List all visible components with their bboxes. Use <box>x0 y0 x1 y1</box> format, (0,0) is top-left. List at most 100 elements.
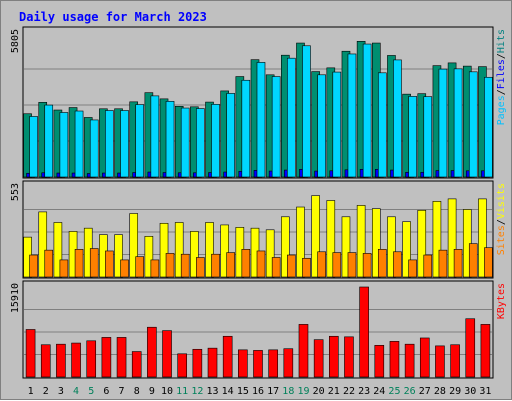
kbytes-panel-kbytes-bar-day-13 <box>207 347 218 378</box>
kbytes-panel-kbytes-bar-day-20 <box>313 339 324 378</box>
hits-panel-pages-bar-day-10 <box>165 101 175 178</box>
visits-panel-sites-bar-day-3 <box>59 259 69 278</box>
hits-panel-pages-bar-day-23 <box>362 43 372 178</box>
visits-panel-sites-bar-day-26 <box>408 259 417 278</box>
legend-entry-sites: Sites <box>496 225 507 255</box>
visits-panel-sites-bar-day-20 <box>317 251 326 278</box>
x-tick-label-day-1: 1 <box>28 386 34 397</box>
hits-panel-pages-bar-day-27 <box>423 96 433 178</box>
kbytes-panel-kbytes-bar-day-16 <box>253 350 263 378</box>
visits-panel-legend: Sites/Visits <box>496 183 507 255</box>
x-tick-label-day-27: 27 <box>419 386 431 397</box>
x-tick-label-day-2: 2 <box>43 386 49 397</box>
visits-panel-sites-bar-day-10 <box>165 253 175 278</box>
x-tick-label-day-21: 21 <box>328 386 340 397</box>
visits-panel-visits-bar-day-25 <box>387 216 396 278</box>
hits-panel-pages-bar-day-12 <box>196 108 205 178</box>
x-tick-label-day-3: 3 <box>58 386 64 397</box>
hits-panel-pages-bar-day-1 <box>29 116 38 178</box>
kbytes-panel-kbytes-bar-day-1 <box>25 329 36 378</box>
legend-separator: / <box>496 89 507 95</box>
x-tick-label-day-24: 24 <box>373 386 385 397</box>
hits-panel-pages-bar-day-29 <box>453 68 463 178</box>
kbytes-panel-kbytes-bar-day-2 <box>40 344 51 378</box>
visits-panel-visits-bar-day-11 <box>174 222 184 278</box>
kbytes-panel-kbytes-bar-day-27 <box>419 337 430 378</box>
visits-panel-visits-bar-day-22 <box>341 216 351 278</box>
x-tick-label-day-30: 30 <box>464 386 476 397</box>
visits-panel-sites-bar-day-12 <box>196 257 205 278</box>
hits-panel-pages-bar-day-5 <box>89 119 99 178</box>
x-tick-label-day-14: 14 <box>222 386 234 397</box>
kbytes-panel-kbytes-bar-day-3 <box>56 343 66 378</box>
visits-panel-sites-bar-day-13 <box>211 253 220 278</box>
hits-panel-max-label: 5805 <box>10 29 21 53</box>
visits-panel-sites-bar-day-14 <box>226 252 235 278</box>
x-tick-label-day-9: 9 <box>149 386 155 397</box>
x-tick-label-day-5: 5 <box>88 386 94 397</box>
hits-panel-pages-bar-day-21 <box>332 71 342 178</box>
kbytes-panel-kbytes-bar-day-24 <box>374 345 385 378</box>
hits-panel-pages-bar-day-4 <box>74 110 84 178</box>
hits-panel-pages-bar-day-24 <box>377 72 387 178</box>
visits-panel-sites-bar-day-15 <box>241 249 251 278</box>
visits-panel-visits-bar-day-21 <box>326 200 336 278</box>
visits-panel-visits-bar-day-7 <box>114 234 123 278</box>
visits-panel-sites-bar-day-21 <box>332 252 342 278</box>
hits-panel-pages-bar-day-16 <box>256 62 266 178</box>
visits-panel-visits-bar-day-13 <box>205 222 214 278</box>
visits-panel-visits-bar-day-14 <box>220 224 229 278</box>
hits-panel-pages-bar-day-14 <box>226 93 235 178</box>
kbytes-panel-kbytes-bar-day-10 <box>162 330 172 378</box>
visits-panel-visits-bar-day-17 <box>265 229 275 278</box>
x-tick-label-day-16: 16 <box>252 386 264 397</box>
kbytes-panel-kbytes-bar-day-7 <box>116 337 127 378</box>
hits-panel-pages-bar-day-31 <box>484 76 493 178</box>
legend-entry-kbytes: KBytes <box>496 283 507 319</box>
legend-separator: / <box>496 53 507 59</box>
hits-panel-pages-bar-day-19 <box>302 45 311 178</box>
visits-panel-visits-bar-day-9 <box>144 236 154 278</box>
kbytes-panel-kbytes-bar-day-19 <box>298 324 309 378</box>
visits-panel-visits-bar-day-26 <box>402 221 411 278</box>
visits-panel-sites-bar-day-16 <box>256 250 266 278</box>
hits-panel-pages-bar-day-20 <box>317 74 326 178</box>
x-tick-label-day-29: 29 <box>449 386 461 397</box>
x-tick-label-day-4: 4 <box>73 386 79 397</box>
hits-panel-pages-bar-day-13 <box>211 104 220 178</box>
x-tick-label-day-10: 10 <box>161 386 173 397</box>
visits-panel-sites-bar-day-17 <box>271 257 281 278</box>
visits-panel-visits-bar-day-29 <box>447 198 457 278</box>
x-tick-label-day-19: 19 <box>297 386 309 397</box>
kbytes-panel-max-label: 15910 <box>10 283 21 313</box>
visits-panel-visits-bar-day-28 <box>432 201 442 278</box>
visits-panel-sites-bar-day-2 <box>44 249 54 278</box>
hits-panel-pages-bar-day-28 <box>438 68 448 178</box>
hits-panel-pages-bar-day-30 <box>468 71 478 178</box>
hits-panel-pages-bar-day-2 <box>44 104 54 178</box>
visits-panel-sites-bar-day-4 <box>74 249 84 278</box>
visits-panel-sites-bar-day-18 <box>287 254 296 278</box>
visits-panel-visits-bar-day-31 <box>478 198 487 278</box>
x-tick-label-day-13: 13 <box>206 386 218 397</box>
visits-panel-visits-bar-day-20 <box>311 195 320 278</box>
kbytes-panel-kbytes-bar-day-26 <box>404 343 415 378</box>
chart-title: Daily usage for March 2023 <box>19 10 207 24</box>
kbytes-panel: 15910 KBytes <box>10 280 507 379</box>
x-tick-label-day-17: 17 <box>267 386 279 397</box>
visits-panel-sites-bar-day-27 <box>423 254 433 278</box>
visits-panel-max-label: 553 <box>10 183 21 201</box>
kbytes-panel-kbytes-bar-day-30 <box>465 318 476 378</box>
visits-panel-sites-bar-day-1 <box>29 254 38 278</box>
x-tick-label-day-7: 7 <box>119 386 125 397</box>
kbytes-panel-kbytes-bar-day-9 <box>147 326 157 378</box>
visits-panel-sites-bar-day-9 <box>150 259 160 278</box>
visits-panel-visits-bar-day-30 <box>462 209 472 278</box>
hits-panel-pages-bar-day-15 <box>241 79 251 178</box>
visits-panel-sites-bar-day-11 <box>180 253 190 278</box>
hits-panel-pages-bar-day-25 <box>393 59 402 178</box>
kbytes-panel-legend: KBytes <box>496 283 507 319</box>
kbytes-panel-kbytes-bar-day-6 <box>101 337 112 378</box>
visits-panel-sites-bar-day-23 <box>362 253 372 278</box>
